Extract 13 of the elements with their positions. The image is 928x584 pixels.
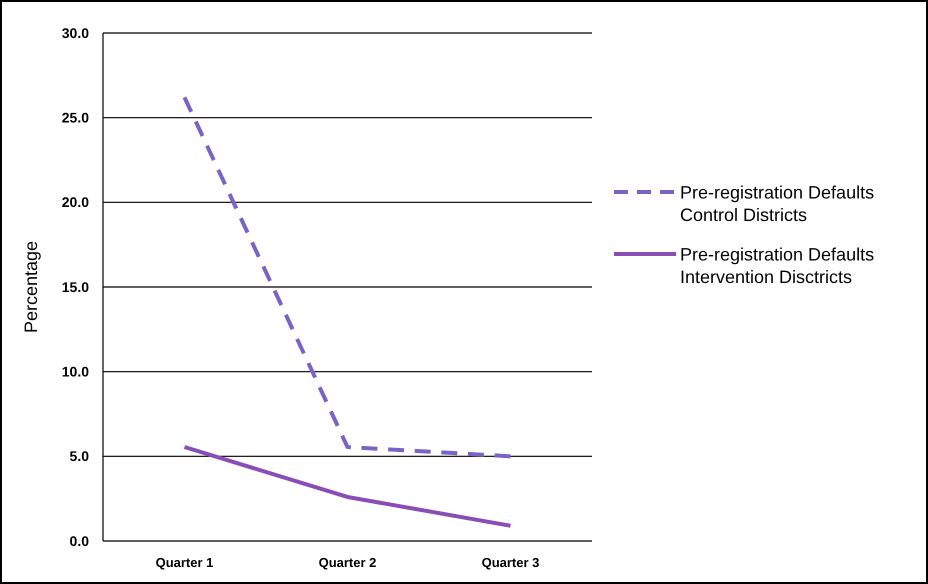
y-tick-label: 10.0 xyxy=(62,364,90,380)
y-tick-label: 5.0 xyxy=(70,448,90,464)
y-axis-title: Percentage xyxy=(21,240,41,334)
x-tick-label: Quarter 1 xyxy=(156,555,214,570)
legend-label: Pre-registration Defaults Intervention Disctricts xyxy=(680,244,874,287)
legend-label: Pre-registration Defaults Control Districts xyxy=(680,182,874,225)
y-tick-label: 15.0 xyxy=(62,278,90,295)
y-tick-label: 20.0 xyxy=(62,194,90,210)
x-tick-label: Quarter 2 xyxy=(318,555,376,570)
x-tick-label: Quarter 3 xyxy=(482,555,540,570)
y-tick-label: 0.0 xyxy=(70,532,90,549)
y-tick-label: 25.0 xyxy=(62,110,90,126)
y-tick-label: 30.0 xyxy=(62,24,90,41)
